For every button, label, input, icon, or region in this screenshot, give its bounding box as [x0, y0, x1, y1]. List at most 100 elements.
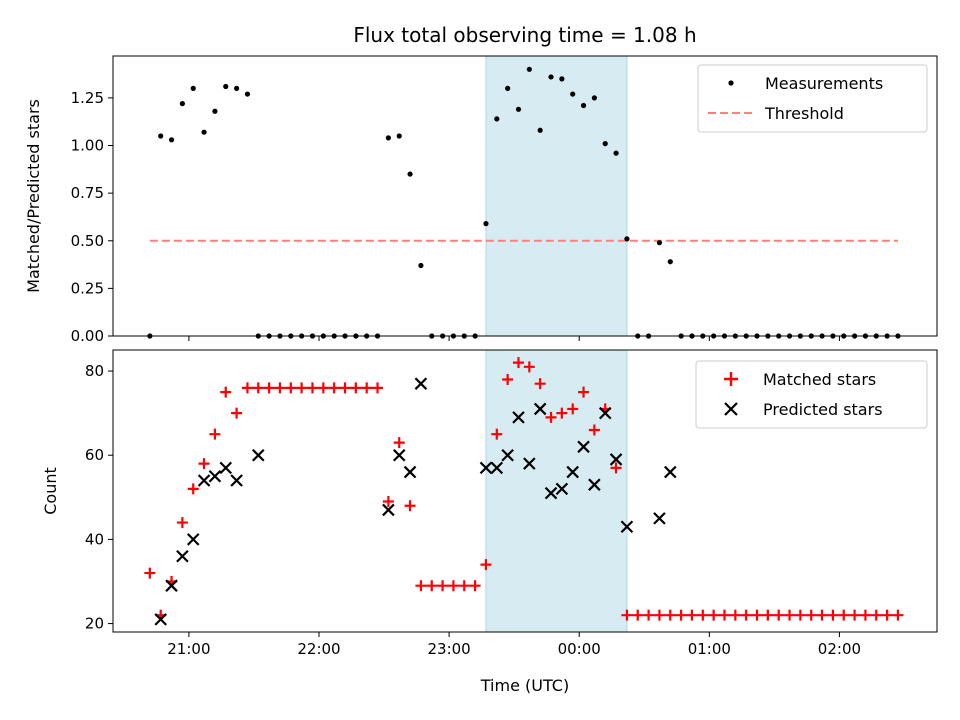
measurement-point — [158, 133, 164, 139]
matched-star-point — [296, 382, 308, 394]
measurement-point — [396, 133, 402, 139]
matched-star-point — [675, 609, 687, 621]
measurement-point — [494, 116, 500, 122]
matched-star-point — [838, 609, 850, 621]
measurement-point — [201, 129, 207, 135]
measurement-point — [624, 236, 630, 242]
predicted-star-point — [566, 465, 579, 479]
predicted-star-point — [403, 465, 417, 479]
legend-measurements-label: Measurements — [765, 74, 883, 93]
bottom-x-axis: 21:00 22:00 23:00 00:00 01:00 02:00 — [167, 632, 861, 658]
predicted-star-point — [653, 512, 666, 525]
matched-star-point — [849, 609, 861, 621]
measurement-point — [223, 83, 229, 90]
top-x-tick-marks — [188, 336, 840, 341]
y-tick-label: 40 — [85, 530, 104, 548]
predicted-star-point — [208, 469, 222, 483]
matched-star-point — [567, 403, 579, 415]
matched-star-point — [144, 567, 156, 579]
measurement-point — [244, 91, 251, 97]
predicted-star-point — [252, 448, 265, 462]
measurement-point — [418, 262, 424, 269]
shaded-interval — [485, 349, 628, 633]
chart-title: Flux total observing time = 1.08 h — [353, 23, 696, 47]
matched-star-point — [512, 357, 524, 369]
predicted-star-point — [664, 465, 677, 479]
measurement-point — [570, 91, 576, 97]
matched-star-point — [426, 580, 438, 592]
y-tick-label: 80 — [85, 362, 104, 380]
measurement-point — [168, 137, 175, 143]
matched-star-point — [773, 609, 785, 621]
matched-star-point — [469, 580, 481, 592]
matched-star-point — [404, 500, 416, 512]
predicted-star-point — [588, 478, 601, 491]
predicted-star-point — [154, 613, 167, 626]
matched-star-point — [643, 609, 655, 621]
matched-star-point — [805, 609, 817, 621]
measurement-point — [212, 108, 218, 114]
matched-star-point — [285, 382, 297, 394]
legend-predicted-label: Predicted stars — [763, 400, 883, 419]
matched-stars-points — [144, 357, 904, 621]
predicted-star-point — [479, 461, 493, 475]
legend-matched-label: Matched stars — [763, 370, 876, 389]
predicted-star-point — [533, 402, 547, 416]
predicted-star-point — [230, 474, 243, 487]
predicted-star-point — [620, 520, 634, 534]
matched-star-point — [317, 382, 329, 394]
predicted-star-point — [176, 549, 189, 563]
matched-star-point — [708, 609, 720, 621]
measurement-point — [537, 127, 543, 133]
top-axes-frame — [112, 55, 938, 337]
predicted-star-point — [392, 448, 406, 462]
predicted-star-point — [609, 453, 623, 466]
measurement-point — [190, 85, 196, 91]
matched-star-point — [209, 428, 221, 440]
measurement-point — [548, 74, 554, 80]
top-shaded-region — [485, 55, 628, 337]
predicted-star-point — [577, 440, 590, 454]
y-tick-label: 0.25 — [71, 279, 104, 297]
matched-star-point — [729, 609, 741, 621]
bottom-legend-box — [695, 360, 928, 429]
legend-threshold-label: Threshold — [764, 104, 844, 123]
measurement-point — [559, 76, 565, 82]
measurement-point — [505, 85, 511, 91]
matched-star-point — [306, 382, 318, 394]
predicted-star-point — [490, 461, 504, 475]
measurement-point — [234, 85, 240, 91]
predicted-star-point — [414, 377, 428, 390]
matched-star-point — [447, 580, 459, 592]
matched-star-point — [664, 609, 676, 621]
matched-star-point — [458, 580, 470, 592]
matched-star-point — [610, 462, 622, 474]
y-tick-label: 20 — [85, 615, 104, 633]
predicted-star-point — [523, 457, 536, 470]
top-y-axis: 0.00 0.25 0.50 0.75 1.00 1.25 — [71, 89, 113, 345]
predicted-star-point — [512, 411, 525, 424]
matched-star-point — [556, 407, 568, 419]
measurement-point — [580, 102, 587, 109]
measurement-point — [407, 171, 413, 177]
matched-star-point — [523, 361, 535, 373]
measurement-point — [602, 141, 608, 147]
y-tick-label: 60 — [85, 446, 104, 464]
x-tick-label: 22:00 — [297, 640, 340, 658]
x-tick-label: 02:00 — [818, 640, 861, 658]
matched-star-point — [361, 382, 373, 394]
matched-star-point — [491, 428, 503, 440]
matched-star-point — [220, 386, 232, 398]
y-tick-label: 0.00 — [71, 327, 104, 345]
matched-star-point — [187, 483, 199, 495]
matched-star-point — [653, 609, 665, 621]
top-panel: 0.00 0.25 0.50 0.75 1.00 1.25 Matched/Predict… — [24, 55, 938, 345]
matched-star-point — [816, 609, 828, 621]
matched-star-point — [697, 609, 709, 621]
matched-star-point — [534, 378, 546, 390]
matched-star-point — [578, 386, 590, 398]
bottom-axes-frame — [112, 349, 938, 633]
matched-star-point — [686, 609, 698, 621]
predicted-star-point — [555, 482, 569, 496]
measurement-point — [591, 95, 597, 101]
